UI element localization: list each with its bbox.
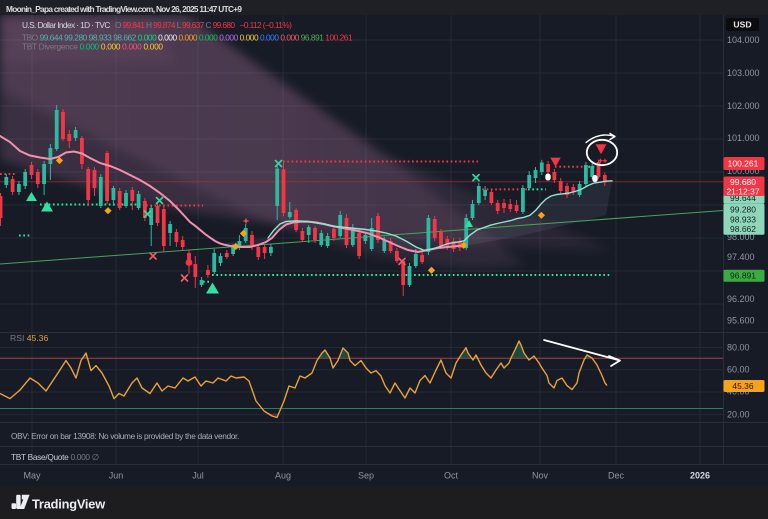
svg-text:102.000: 102.000	[727, 101, 760, 111]
svg-text:Oct: Oct	[444, 471, 459, 481]
svg-text:60.00: 60.00	[727, 364, 750, 374]
svg-text:45.36: 45.36	[732, 381, 754, 391]
svg-text:TBT Base/Quote 0.000 ∅: TBT Base/Quote 0.000 ∅	[11, 452, 99, 462]
svg-text:Nov: Nov	[532, 471, 549, 481]
svg-text:97.400: 97.400	[727, 252, 755, 262]
svg-text:TradingView: TradingView	[32, 497, 105, 512]
svg-text:98.662: 98.662	[730, 224, 756, 234]
svg-text:99.280: 99.280	[730, 205, 756, 215]
svg-text:Aug: Aug	[275, 471, 291, 481]
svg-text:104.000: 104.000	[727, 35, 760, 45]
svg-text:98.000: 98.000	[727, 232, 755, 242]
svg-text:Dec: Dec	[608, 471, 625, 481]
svg-text:Moonin_Papa created with Tradi: Moonin_Papa created with TradingView.com…	[6, 4, 242, 14]
svg-text:95.600: 95.600	[727, 316, 755, 326]
svg-text:U.S. Dollar Index · 1D · TVC: U.S. Dollar Index · 1D · TVC O 99.841 H …	[22, 20, 292, 30]
svg-text:99.644: 99.644	[730, 193, 756, 203]
svg-text:100.000: 100.000	[727, 166, 760, 176]
svg-text:Jul: Jul	[192, 471, 204, 481]
svg-text:21:12:37: 21:12:37	[726, 187, 759, 197]
svg-text:OBV: Error on bar 13908: No vo: OBV: Error on bar 13908: No volume is pr…	[11, 431, 239, 441]
svg-text:RSI 45.36: RSI 45.36	[10, 333, 48, 343]
svg-text:101.000: 101.000	[727, 133, 760, 143]
svg-text:99.680: 99.680	[730, 177, 756, 187]
svg-text:USD: USD	[733, 19, 751, 29]
svg-text:96.200: 96.200	[727, 294, 755, 304]
svg-text:Sep: Sep	[358, 471, 374, 481]
svg-text:80.00: 80.00	[727, 343, 750, 353]
svg-text:103.000: 103.000	[727, 68, 760, 78]
svg-text:20.00: 20.00	[727, 410, 750, 420]
svg-text:May: May	[23, 471, 41, 481]
svg-text:2026: 2026	[690, 471, 710, 481]
svg-text:98.933: 98.933	[730, 214, 756, 224]
svg-text:96.891: 96.891	[730, 271, 756, 281]
svg-text:100.261: 100.261	[728, 159, 759, 169]
svg-text:Jun: Jun	[109, 471, 124, 481]
svg-text:TBT Divergence 0.000 0.000: TBT Divergence 0.000 0.000 0.000 0.000	[22, 42, 163, 52]
svg-text:TBO 99.644 99.280 98.933 9: TBO 99.644 99.280 98.933 98.662 0.000 0.…	[22, 33, 353, 43]
